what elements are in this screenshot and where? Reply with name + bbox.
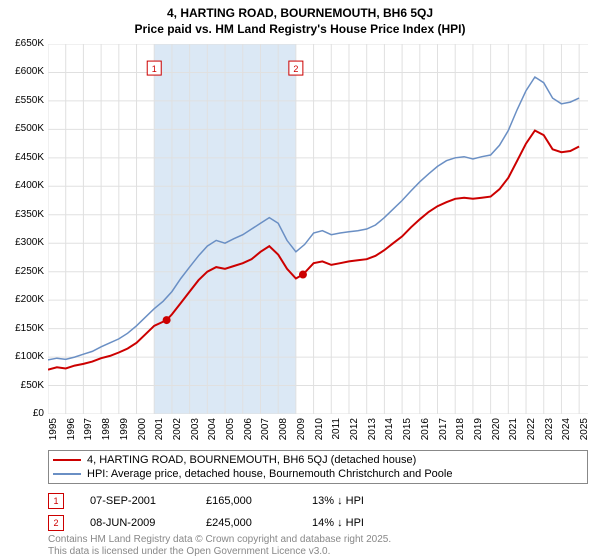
annotation-id: 1 <box>53 496 58 506</box>
annotation-date: 08-JUN-2009 <box>90 517 180 529</box>
legend-row: 4, HARTING ROAD, BOURNEMOUTH, BH6 5QJ (d… <box>53 453 583 467</box>
annotation-price: £245,000 <box>206 517 286 529</box>
legend: 4, HARTING ROAD, BOURNEMOUTH, BH6 5QJ (d… <box>48 450 588 484</box>
annotation-date: 07-SEP-2001 <box>90 495 180 507</box>
chart-container: 4, HARTING ROAD, BOURNEMOUTH, BH6 5QJ Pr… <box>0 0 600 560</box>
annotation-price: £165,000 <box>206 495 286 507</box>
legend-row: HPI: Average price, detached house, Bour… <box>53 467 583 481</box>
svg-text:2: 2 <box>293 64 298 74</box>
chart-svg: 12 <box>48 44 588 414</box>
annotation-marker: 2 <box>48 515 64 531</box>
svg-text:1: 1 <box>152 64 157 74</box>
title-line-1: 4, HARTING ROAD, BOURNEMOUTH, BH6 5QJ <box>0 6 600 22</box>
annotation-marker: 1 <box>48 493 64 509</box>
annotation-row: 1 07-SEP-2001 £165,000 13% ↓ HPI <box>48 490 588 512</box>
chart-title: 4, HARTING ROAD, BOURNEMOUTH, BH6 5QJ Pr… <box>0 0 600 37</box>
annotation-diff: 13% ↓ HPI <box>312 495 364 507</box>
plot-area: 12 <box>48 44 588 414</box>
annotation-id: 2 <box>53 518 58 528</box>
legend-label: 4, HARTING ROAD, BOURNEMOUTH, BH6 5QJ (d… <box>87 454 416 466</box>
legend-swatch <box>53 459 81 461</box>
copyright-line-2: This data is licensed under the Open Gov… <box>48 546 391 558</box>
copyright: Contains HM Land Registry data © Crown c… <box>48 534 391 558</box>
legend-label: HPI: Average price, detached house, Bour… <box>87 468 452 480</box>
annotation-row: 2 08-JUN-2009 £245,000 14% ↓ HPI <box>48 512 588 534</box>
annotation-diff: 14% ↓ HPI <box>312 517 364 529</box>
annotation-table: 1 07-SEP-2001 £165,000 13% ↓ HPI 2 08-JU… <box>48 490 588 534</box>
copyright-line-1: Contains HM Land Registry data © Crown c… <box>48 534 391 546</box>
legend-swatch <box>53 473 81 475</box>
title-line-2: Price paid vs. HM Land Registry's House … <box>0 22 600 38</box>
